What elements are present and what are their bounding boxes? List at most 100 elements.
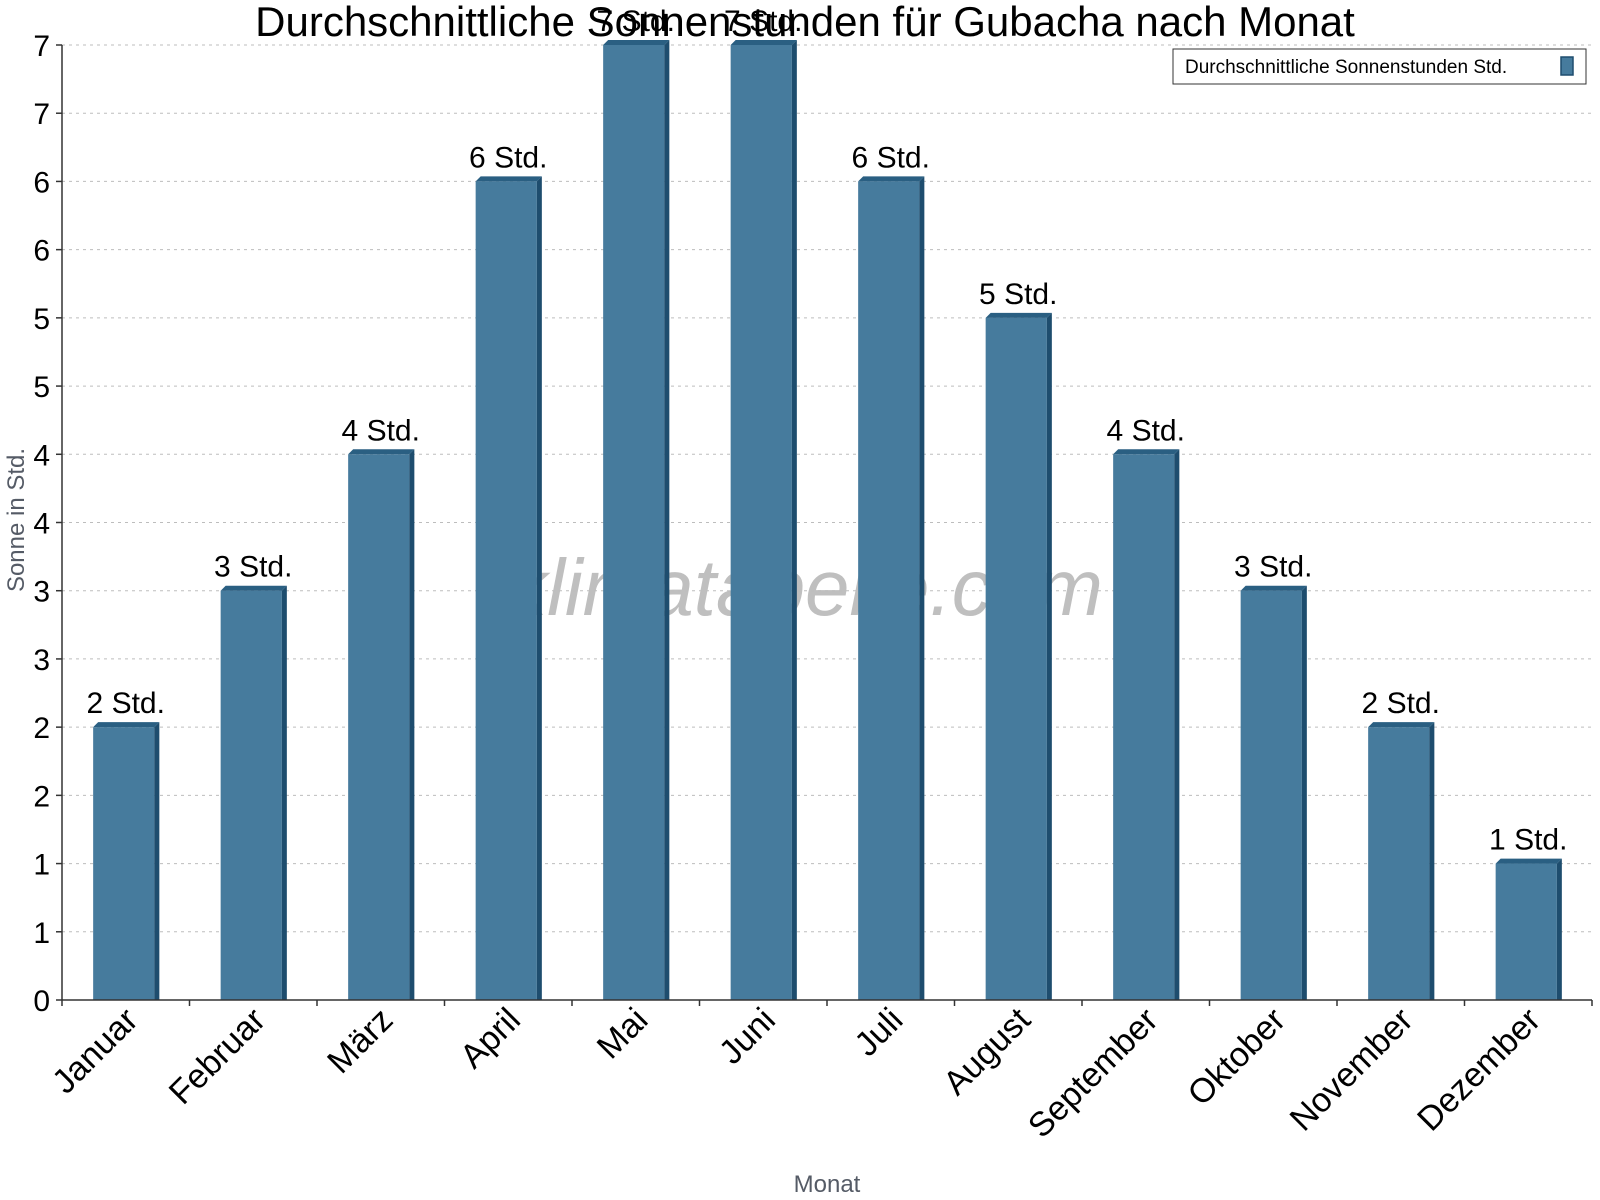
x-tick-label: August	[936, 1000, 1038, 1102]
y-ticks-group: 0 1 1 2 2 3 3 4 4 5 5 6 6 7 7	[33, 30, 62, 1018]
bar-side	[1046, 312, 1052, 1000]
value-label: 4 Std.	[1107, 414, 1185, 447]
y-tick-label: 2	[33, 712, 50, 745]
bar-februar	[220, 585, 287, 1000]
bar-side	[791, 40, 797, 1000]
bar-front	[348, 454, 410, 1000]
value-label: 7 Std.	[597, 5, 675, 38]
x-tick-label: Oktober	[1181, 1001, 1293, 1113]
value-label: 2 Std.	[1362, 687, 1440, 720]
y-tick-label: 4	[33, 439, 50, 472]
value-labels-group: 2 Std. 3 Std. 4 Std. 6 Std. 7 Std. 7 Std. 6 St…	[87, 5, 1568, 857]
gridlines	[62, 44, 1592, 933]
bar-dezember	[1495, 858, 1562, 1000]
legend-swatch	[1560, 56, 1574, 76]
y-tick-label: 1	[33, 849, 50, 882]
x-tick-label: November	[1283, 1001, 1421, 1139]
value-label: 4 Std.	[342, 414, 420, 447]
bar-front	[1368, 727, 1430, 1000]
y-tick-label: 1	[33, 917, 50, 950]
bar-top	[603, 40, 670, 45]
value-label: 2 Std.	[87, 687, 165, 720]
y-tick-label: 7	[33, 30, 50, 63]
bar-november	[1368, 722, 1435, 1000]
bar-juli	[858, 176, 925, 1000]
bar-front	[1495, 863, 1557, 1000]
bar-front	[1113, 454, 1175, 1000]
y-tick-label: 6	[33, 235, 50, 268]
y-tick-label: 3	[33, 576, 50, 609]
x-tick-label: Juni	[712, 1001, 783, 1072]
bar-top	[985, 312, 1052, 318]
bar-top	[93, 722, 160, 728]
y-tick-label: 7	[33, 98, 50, 131]
bar-juni	[730, 40, 797, 1000]
bar-side	[281, 585, 287, 1000]
y-tick-label: 5	[33, 371, 50, 404]
bars-group	[93, 40, 1562, 1000]
legend-entry-label: Durchschnittliche Sonnenstunden Std.	[1185, 57, 1507, 78]
bar-side	[1174, 449, 1180, 1000]
x-tick-label: Juli	[847, 1001, 910, 1064]
bar-top	[1495, 858, 1562, 864]
bar-september	[1113, 449, 1180, 1000]
bar-top	[1368, 722, 1435, 728]
bar-side	[1301, 585, 1307, 1000]
y-tick-label: 0	[33, 985, 50, 1018]
bar-front	[93, 727, 155, 1000]
bar-front	[858, 181, 920, 1000]
bar-front	[730, 45, 792, 1000]
y-axis-label: Sonne in Std.	[3, 448, 30, 592]
x-tick-label: April	[453, 1001, 528, 1076]
bar-front	[1240, 590, 1302, 1000]
bar-top	[858, 176, 925, 182]
x-axis-label: Monat	[794, 1171, 861, 1198]
value-label: 1 Std.	[1489, 824, 1567, 857]
bar-märz	[348, 449, 415, 1000]
x-tick-label: September	[1021, 1001, 1165, 1145]
bar-side	[409, 449, 415, 1000]
y-tick-label: 3	[33, 644, 50, 677]
bar-side	[154, 722, 160, 1000]
bar-mai	[603, 40, 670, 1000]
bar-side	[1556, 858, 1562, 1000]
bar-top	[730, 40, 797, 45]
value-label: 7 Std.	[724, 5, 802, 38]
legend-box	[1172, 48, 1587, 85]
bar-top	[1113, 449, 1180, 455]
value-label: 3 Std.	[214, 551, 292, 584]
bar-top	[1240, 585, 1307, 591]
y-tick-label: 2	[33, 780, 50, 813]
bar-front	[603, 45, 665, 1000]
bar-side	[919, 176, 925, 1000]
x-tick-label: Dezember	[1410, 1001, 1548, 1139]
bar-januar	[93, 722, 160, 1000]
bar-side	[664, 40, 670, 1000]
bar-front	[985, 317, 1047, 1000]
bar-top	[348, 449, 415, 455]
y-tick-label: 4	[33, 508, 50, 541]
bar-oktober	[1240, 585, 1307, 1000]
bar-front	[475, 181, 537, 1000]
bar-side	[536, 176, 542, 1000]
x-tick-label: März	[320, 1001, 400, 1081]
bar-april	[475, 176, 542, 1000]
x-tick-label: Februar	[162, 1001, 273, 1112]
bar-top	[220, 585, 287, 591]
x-tick-label: Mai	[590, 1001, 656, 1067]
bar-side	[1429, 722, 1435, 1000]
chart-title: Durchschnittliche Sonnenstunden für Guba…	[255, 0, 1355, 45]
bar-top	[475, 176, 542, 182]
value-label: 6 Std.	[852, 141, 930, 174]
y-tick-label: 6	[33, 166, 50, 199]
x-tick-label: Januar	[45, 1001, 145, 1101]
y-tick-label: 5	[33, 303, 50, 336]
value-label: 3 Std.	[1234, 551, 1312, 584]
bar-august	[985, 312, 1052, 1000]
bar-front	[220, 590, 282, 1000]
x-ticks-group: Januar Februar März April Mai Juni Juli AugustS…	[45, 1000, 1593, 1145]
legend: Durchschnittliche Sonnenstunden Std.	[1172, 48, 1587, 85]
value-label: 6 Std.	[469, 141, 547, 174]
value-label: 5 Std.	[979, 278, 1057, 311]
